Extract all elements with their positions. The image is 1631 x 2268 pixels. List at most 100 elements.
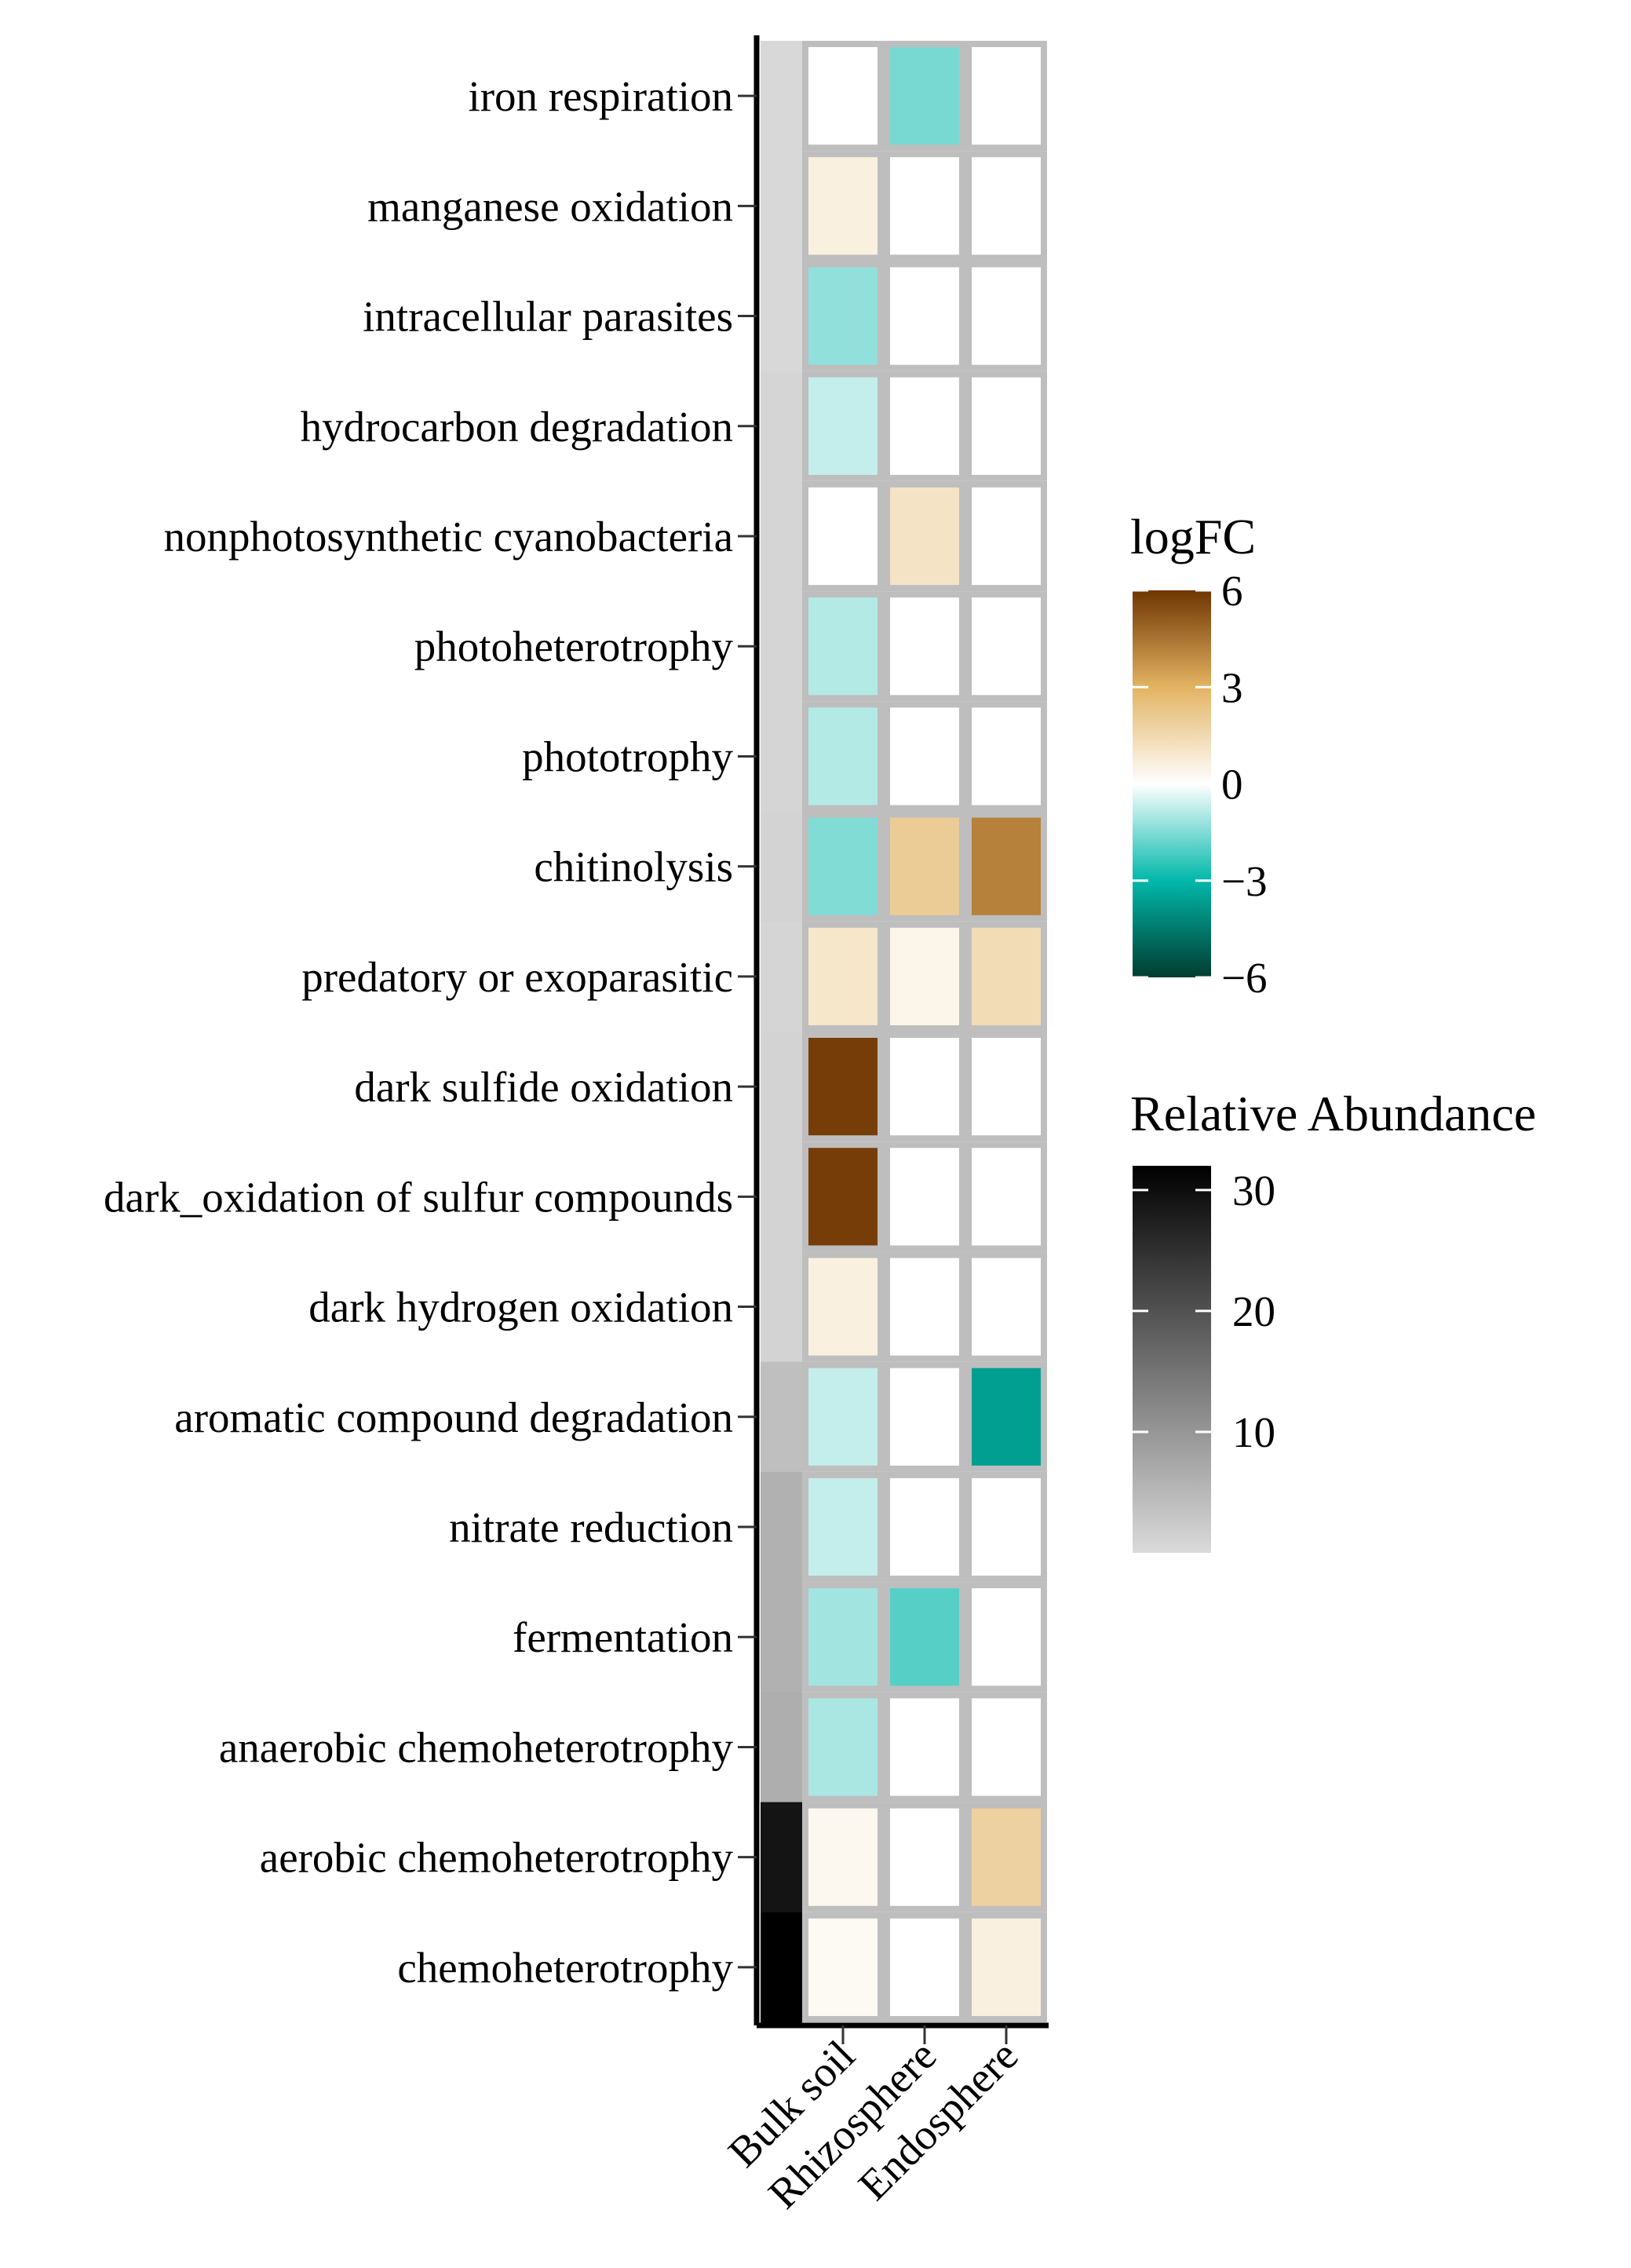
abundance-cell (761, 480, 802, 592)
heatmap-cell (965, 480, 1047, 592)
heatmap-cell (802, 480, 884, 592)
heatmap-cell (884, 1582, 965, 1693)
heatmap-cell (802, 591, 884, 702)
logfc-tick-label: 0 (1221, 761, 1243, 809)
heatmap-cell (965, 1802, 1047, 1912)
heatmap-cell (802, 1251, 884, 1362)
abundance-tick-label: 30 (1232, 1167, 1275, 1214)
heatmap-cell (884, 1361, 965, 1472)
heatmap-cell (965, 41, 1047, 152)
heatmap-cell (884, 41, 965, 152)
abundance-cell (761, 1141, 802, 1252)
heatmap-cell (884, 151, 965, 261)
abundance-cell (761, 811, 802, 922)
row-label: nitrate reduction (449, 1503, 733, 1551)
heatmap-cell (802, 1692, 884, 1802)
heatmap-cell (884, 811, 965, 922)
row-label: hydrocarbon degradation (301, 403, 733, 451)
abundance-tick-label: 10 (1232, 1408, 1275, 1456)
heatmap-cell (965, 1692, 1047, 1802)
logfc-tick-label: −6 (1221, 954, 1268, 1002)
logfc-tick-label: −3 (1221, 857, 1268, 905)
row-label: predatory or exoparasitic (301, 953, 733, 1001)
logfc-legend: logFC 6 3 0 −3 −6 (1130, 509, 1268, 1002)
row-label: intracellular parasites (363, 293, 733, 341)
heatmap-cell (965, 811, 1047, 922)
row-label: photoheterotrophy (414, 623, 734, 670)
row-label: aromatic compound degradation (174, 1393, 733, 1441)
heatmap-cell (802, 701, 884, 812)
logfc-legend-title: logFC (1130, 509, 1256, 564)
heatmap-cell (884, 1912, 965, 2023)
row-label: dark sulfide oxidation (354, 1063, 733, 1111)
heatmap-cell (802, 1471, 884, 1583)
heatmap-cell (965, 1251, 1047, 1362)
heatmap-cell (884, 480, 965, 592)
heatmap-cell (884, 701, 965, 812)
heatmap-cell (802, 1582, 884, 1693)
abundance-cell (761, 1692, 802, 1803)
row-labels: iron respiration manganese oxidation intr… (104, 72, 757, 1992)
abundance-cell (761, 1361, 802, 1473)
heatmap-cell (884, 1471, 965, 1583)
row-label: nonphotosynthetic cyanobacteria (164, 513, 733, 561)
row-label: chitinolysis (534, 843, 733, 891)
heatmap-cell (884, 1692, 965, 1802)
row-label: anaerobic chemoheterotrophy (219, 1723, 734, 1771)
heatmap-cell (884, 1141, 965, 1252)
heatmap-cell (884, 1802, 965, 1912)
abundance-cell (761, 1032, 802, 1142)
heatmap-cell (965, 261, 1047, 371)
heatmap-cell (965, 591, 1047, 702)
abundance-tick-label: 20 (1232, 1287, 1275, 1335)
abundance-cell (761, 41, 802, 152)
abundance-cell (761, 1582, 802, 1693)
relative-abundance-strip (761, 41, 802, 2023)
heatmap-cell (802, 921, 884, 1032)
heatmap-cell (802, 151, 884, 261)
heatmap-cell (965, 701, 1047, 812)
heatmap-cell (884, 261, 965, 371)
abundance-colorbar (1133, 1166, 1211, 1553)
heatmap-cell (965, 1912, 1047, 2023)
abundance-ticks: 30 20 10 (1133, 1167, 1275, 1456)
heatmap-cell (884, 371, 965, 481)
heatmap-cell (802, 1032, 884, 1142)
row-label: chemoheterotrophy (397, 1944, 733, 1992)
abundance-cell (761, 261, 802, 372)
heatmap-cell (802, 1802, 884, 1912)
heatmap-cell (802, 41, 884, 152)
heatmap-cell (802, 1912, 884, 2023)
row-label: iron respiration (468, 72, 733, 120)
heatmap-cell (965, 1032, 1047, 1142)
heatmap-cell (884, 591, 965, 702)
heatmap-cell (965, 1361, 1047, 1472)
row-label: fermentation (513, 1613, 733, 1661)
heatmap-cell (965, 151, 1047, 261)
row-label: phototrophy (522, 732, 733, 780)
abundance-legend: Relative Abundance 30 20 10 (1130, 1086, 1536, 1553)
abundance-cell (761, 151, 802, 261)
abundance-cell (761, 1802, 802, 1913)
abundance-cell (761, 371, 802, 482)
heatmap-cell (802, 811, 884, 922)
row-label: dark hydrogen oxidation (308, 1284, 733, 1331)
heatmap-cell (965, 371, 1047, 481)
abundance-legend-title: Relative Abundance (1130, 1086, 1536, 1141)
heatmap-cell (965, 1471, 1047, 1583)
heatmap-cell (802, 261, 884, 371)
heatmap-cell (965, 1141, 1047, 1252)
row-label: manganese oxidation (367, 182, 733, 230)
heatmap-cell (965, 1582, 1047, 1693)
heatmap-cell (802, 371, 884, 481)
logfc-tiles (802, 41, 1047, 2023)
heatmap-cell (965, 921, 1047, 1032)
logfc-ticks: 6 3 0 −3 −6 (1133, 567, 1268, 1002)
abundance-cell (761, 1251, 802, 1363)
abundance-cell (761, 1471, 802, 1583)
heatmap-cell (802, 1361, 884, 1472)
logfc-tick-label: 3 (1221, 663, 1243, 711)
logfc-tick-label: 6 (1221, 567, 1243, 615)
